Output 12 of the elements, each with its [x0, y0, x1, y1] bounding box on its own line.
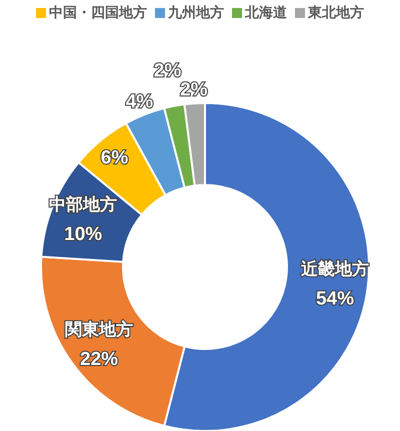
data-label: 6% [100, 147, 128, 168]
data-label: 22% [80, 348, 118, 370]
data-label: 4% [126, 91, 154, 112]
legend-label: 九州地方 [168, 4, 224, 22]
data-label: 54% [316, 288, 354, 309]
slice-label: 関東地方 [65, 320, 134, 338]
legend-label: 東北地方 [308, 4, 364, 22]
legend-label: 中国・四国地方 [49, 4, 147, 22]
data-label: 2% [180, 78, 208, 100]
data-label: 2% [154, 60, 182, 82]
data-label: 10% [64, 223, 102, 244]
legend-label: 北海道 [245, 4, 287, 22]
